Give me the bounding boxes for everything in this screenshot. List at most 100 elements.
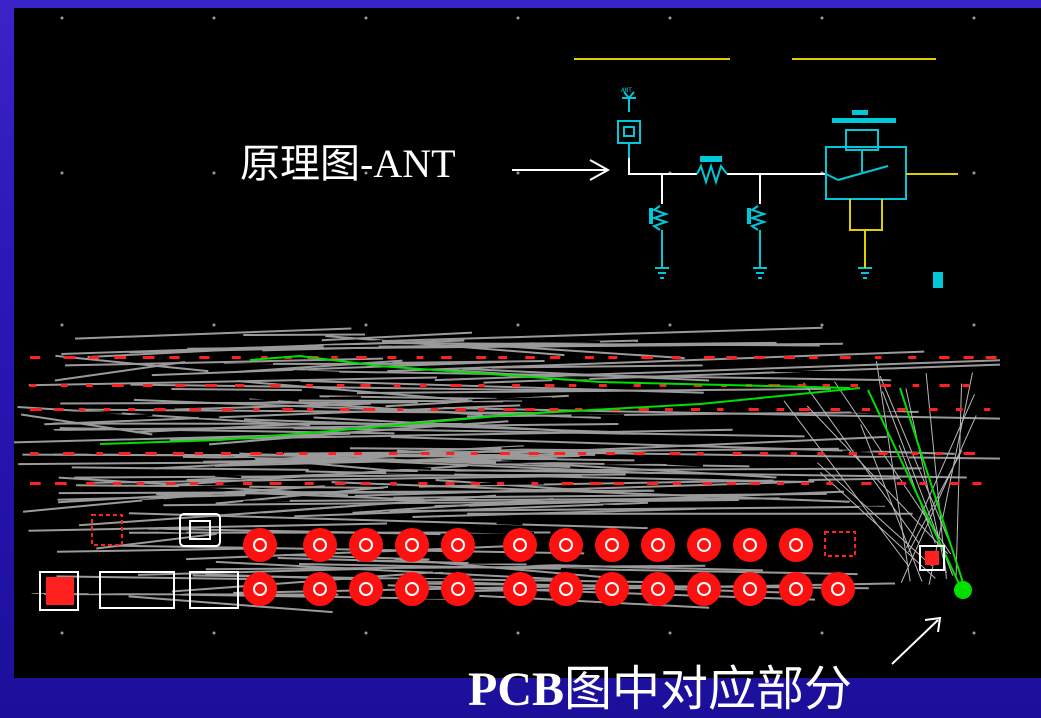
pcb-pointer-prefix: PCB	[468, 663, 564, 716]
square-pad-icon	[89, 356, 99, 359]
round-pad-icon	[441, 528, 475, 562]
square-pad-icon	[935, 452, 943, 455]
arrow-diagonal-icon	[891, 616, 942, 665]
round-pad-icon	[303, 528, 337, 562]
square-pad-icon	[750, 482, 761, 485]
grid-dot	[972, 171, 976, 175]
square-pad-icon	[86, 384, 93, 387]
square-pad-icon	[60, 384, 68, 387]
grid-dot	[516, 171, 520, 175]
square-pad-icon	[103, 408, 111, 411]
square-pad-icon	[221, 408, 234, 411]
square-pad-icon	[850, 384, 859, 387]
square-pad-icon	[194, 452, 204, 455]
square-pad-icon	[726, 356, 737, 359]
square-pad-icon	[606, 452, 615, 455]
square-pad-icon	[717, 408, 724, 411]
square-pad-icon	[328, 452, 337, 455]
square-pad-icon	[554, 452, 566, 455]
square-pad-icon	[30, 384, 37, 387]
grid-dot	[668, 631, 672, 635]
antenna-icon	[617, 91, 641, 160]
square-pad-icon	[112, 482, 122, 485]
square-pad-icon	[578, 452, 587, 455]
round-pad-icon	[549, 572, 583, 606]
square-pad-icon	[874, 356, 882, 359]
square-pad-icon	[783, 356, 795, 359]
square-pad-icon	[387, 356, 397, 359]
square-pad-icon	[633, 384, 641, 387]
round-pad-icon	[595, 572, 629, 606]
round-pad-icon	[779, 572, 813, 606]
square-pad-icon	[984, 408, 991, 411]
square-pad-icon	[919, 545, 945, 571]
square-pad-icon	[963, 356, 974, 359]
square-pad-icon	[817, 452, 825, 455]
square-pad-icon	[702, 482, 712, 485]
square-pad-icon	[732, 452, 742, 455]
ratsnest-lines	[783, 361, 977, 585]
grid-dot	[212, 631, 216, 635]
square-pad-icon	[608, 356, 618, 359]
smd-pad-rows	[30, 356, 997, 485]
square-pad-icon	[253, 408, 260, 411]
square-pad-icon	[189, 482, 199, 485]
square-pad-icon	[861, 482, 872, 485]
square-pad-icon	[777, 482, 784, 485]
relay-switch-icon	[825, 129, 907, 200]
square-pad-icon	[614, 482, 625, 485]
grid-dot	[820, 323, 824, 327]
round-pad-icon	[549, 528, 583, 562]
square-pad-icon	[531, 482, 539, 485]
grid-dot	[820, 16, 824, 20]
square-pad-icon	[215, 482, 224, 485]
square-pad-icon	[478, 384, 485, 387]
square-pad-icon	[304, 482, 314, 485]
square-pad-icon	[497, 482, 505, 485]
grid-dot	[212, 16, 216, 20]
round-pad-icon	[779, 528, 813, 562]
square-pad-icon	[242, 482, 253, 485]
square-pad-icon	[525, 408, 535, 411]
square-pad-icon	[235, 384, 245, 387]
square-pad-icon	[441, 356, 452, 359]
square-pad-icon	[128, 408, 136, 411]
square-pad-icon	[962, 384, 969, 387]
square-pad-icon	[331, 356, 338, 359]
square-pad-icon	[598, 384, 607, 387]
square-pad-icon	[912, 384, 920, 387]
square-pad-icon	[430, 408, 439, 411]
grid-dot	[972, 631, 976, 635]
square-pad-icon	[450, 384, 462, 387]
square-pad-icon	[696, 452, 704, 455]
square-pad-icon	[269, 482, 282, 485]
square-pad-icon	[985, 356, 997, 359]
grid-dot	[364, 631, 368, 635]
round-pad-icon	[395, 572, 429, 606]
square-pad-icon	[801, 482, 810, 485]
routed-net	[99, 354, 967, 593]
square-pad-icon	[354, 452, 362, 455]
pcb-layout	[13, 326, 1001, 614]
square-pad-icon	[881, 384, 891, 387]
square-pad-icon	[824, 531, 856, 557]
grid-dot	[60, 16, 64, 20]
square-pad-icon	[282, 408, 294, 411]
trace-mesh	[13, 326, 1001, 614]
square-pad-icon	[96, 452, 103, 455]
square-pad-icon	[142, 384, 153, 387]
round-pad-icon	[349, 528, 383, 562]
round-pad-icon	[733, 528, 767, 562]
square-pad-icon	[911, 452, 919, 455]
square-pad-icon	[826, 482, 834, 485]
square-pad-icon	[512, 384, 521, 387]
square-pad-icon	[641, 356, 654, 359]
square-pad-icon	[30, 482, 41, 485]
square-pad-icon	[169, 356, 180, 359]
square-pad-icon	[861, 408, 871, 411]
square-pad-icon	[753, 356, 765, 359]
square-pad-icon	[471, 482, 481, 485]
square-pad-icon	[647, 482, 659, 485]
component-footprints	[39, 513, 945, 611]
